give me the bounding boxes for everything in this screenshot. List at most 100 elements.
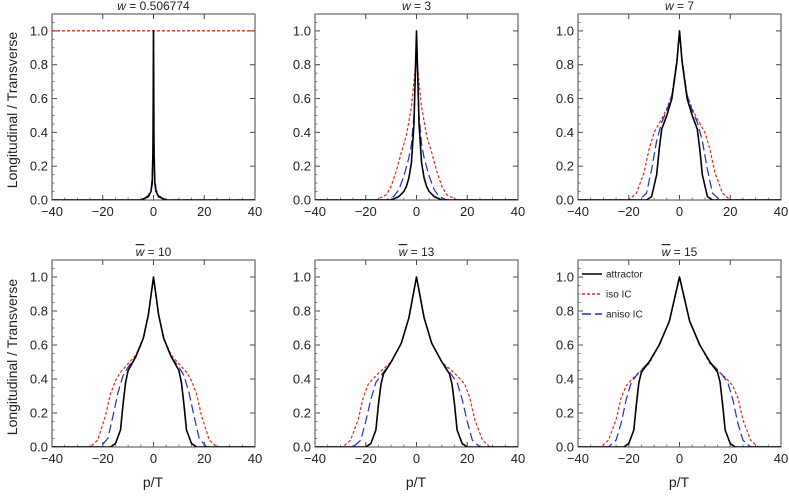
panel-4: w = 10 0.0 0.2 0.4 0.6 0.8 1.0 −40 −20 0 20 40 — [30, 245, 262, 466]
y-tick-label: 0.6 — [30, 91, 48, 106]
panel-1: w = 0.506774 0.0 0.2 0.4 0.6 0.8 1.0 −40 −20 0 20 4… — [30, 0, 262, 219]
y-tick-label: 0.0 — [293, 193, 311, 208]
series-line-attractor — [315, 276, 518, 447]
plot-area — [315, 276, 518, 447]
x-axis-title-col2: p/T — [406, 474, 427, 490]
y-tick-label: 1.0 — [30, 23, 48, 38]
panel-title: w = 10 — [136, 245, 172, 259]
y-tick-label: 1.0 — [556, 270, 574, 285]
panel-6: w = 15 0.0 0.2 0.4 0.6 0.8 1.0 −40 −20 0 20 40 — [556, 245, 788, 466]
x-tick-label: −40 — [304, 451, 326, 466]
plot-area — [52, 276, 255, 447]
panel-title-var: w — [662, 245, 672, 259]
legend-item: attractor — [582, 270, 643, 281]
y-tick-label: 1.0 — [293, 23, 311, 38]
x-tick-label: 20 — [197, 451, 211, 466]
panel-title: w = 13 — [399, 245, 435, 259]
y-tick-label: 0.4 — [293, 372, 311, 387]
x-tick-label: 0 — [676, 451, 683, 466]
legend-label: aniso IC — [606, 310, 643, 321]
y-axis-title-bottom: Longitudinal / Transverse — [4, 279, 20, 436]
x-axis-title-col3: p/T — [669, 474, 690, 490]
panel-title-var: w — [117, 0, 127, 13]
panel-3: w = 7 0.0 0.2 0.4 0.6 0.8 1.0 −40 −20 0 20 40 — [556, 0, 788, 219]
y-tick-label: 0.8 — [30, 57, 48, 72]
y-tick-label: 0.4 — [556, 372, 574, 387]
panel-title-value: = 10 — [144, 245, 171, 259]
y-tick-label: 0.8 — [556, 57, 574, 72]
panel-title-var: w — [399, 245, 409, 259]
x-tick-label: 20 — [723, 451, 737, 466]
plot-area — [315, 30, 518, 200]
x-tick-label: −40 — [304, 204, 326, 219]
y-tick-label: 1.0 — [293, 270, 311, 285]
legend-item: aniso IC — [582, 310, 643, 321]
panel-title: w = 7 — [665, 0, 694, 13]
legend-label: attractor — [606, 270, 643, 281]
plot-area — [52, 30, 255, 200]
y-tick-label: 0.6 — [556, 338, 574, 353]
panel-2: w = 3 0.0 0.2 0.4 0.6 0.8 1.0 −40 −20 0 20 40 — [293, 0, 525, 219]
y-tick-label: 0.8 — [30, 304, 48, 319]
y-tick-label: 0.6 — [556, 91, 574, 106]
panel-title-value: = 15 — [670, 245, 697, 259]
panel-title-value: = 0.506774 — [126, 0, 190, 13]
y-tick-label: 0.8 — [556, 304, 574, 319]
x-tick-label: −20 — [355, 451, 377, 466]
series-line-aniso-ic — [578, 276, 781, 447]
panel-title-var: w — [136, 245, 146, 259]
x-tick-label: 0 — [676, 204, 683, 219]
y-tick-label: 0.2 — [293, 159, 311, 174]
y-tick-label: 0.8 — [293, 304, 311, 319]
series-line-iso-ic — [315, 276, 518, 447]
panel-title-var: w — [402, 0, 412, 13]
series-line-attractor — [52, 30, 255, 200]
y-tick-label: 0.0 — [293, 440, 311, 455]
x-tick-label: 40 — [511, 204, 525, 219]
panel-title: w = 3 — [402, 0, 431, 13]
x-tick-label: −20 — [92, 204, 114, 219]
x-axis-title-col1: p/T — [143, 474, 164, 490]
x-tick-label: 40 — [774, 451, 788, 466]
panel-title-var: w — [665, 0, 675, 13]
y-tick-label: 0.4 — [293, 125, 311, 140]
x-tick-label: −40 — [567, 204, 589, 219]
y-tick-label: 0.4 — [30, 372, 48, 387]
legend-label: iso IC — [606, 290, 632, 301]
x-tick-label: 20 — [460, 451, 474, 466]
x-tick-label: 0 — [150, 204, 157, 219]
series-line-attractor — [578, 30, 781, 200]
plot-area — [578, 30, 781, 200]
plot-area — [578, 276, 781, 447]
series-line-attractor — [52, 276, 255, 447]
x-tick-label: 20 — [197, 204, 211, 219]
x-tick-label: 20 — [460, 204, 474, 219]
legend: attractor iso IC aniso IC — [582, 270, 643, 321]
x-tick-label: −40 — [41, 451, 63, 466]
panels: w = 0.506774 0.0 0.2 0.4 0.6 0.8 1.0 −40 −20 0 20 4… — [30, 0, 788, 466]
x-tick-label: −20 — [355, 204, 377, 219]
y-tick-label: 0.2 — [30, 159, 48, 174]
legend-item: iso IC — [582, 290, 632, 301]
y-tick-label: 0.0 — [556, 440, 574, 455]
series-line-attractor — [315, 30, 518, 200]
y-tick-label: 0.0 — [30, 440, 48, 455]
x-tick-label: 40 — [511, 451, 525, 466]
y-tick-label: 0.4 — [30, 125, 48, 140]
y-tick-label: 0.8 — [293, 57, 311, 72]
x-tick-label: 40 — [248, 451, 262, 466]
panel-title-value: = 13 — [407, 245, 434, 259]
x-tick-label: 0 — [413, 451, 420, 466]
y-tick-label: 0.6 — [293, 338, 311, 353]
x-tick-label: 40 — [774, 204, 788, 219]
x-tick-label: −20 — [92, 451, 114, 466]
y-tick-label: 0.2 — [556, 159, 574, 174]
x-tick-label: 40 — [248, 204, 262, 219]
y-tick-label: 0.0 — [556, 193, 574, 208]
series-line-attractor — [578, 276, 781, 447]
y-axis-title-top: Longitudinal / Transverse — [4, 32, 20, 189]
panel-title: w = 0.506774 — [117, 0, 190, 13]
x-tick-label: −20 — [618, 451, 640, 466]
y-tick-label: 0.6 — [293, 91, 311, 106]
panel-5: w = 13 0.0 0.2 0.4 0.6 0.8 1.0 −40 −20 0 20 40 — [293, 245, 525, 466]
